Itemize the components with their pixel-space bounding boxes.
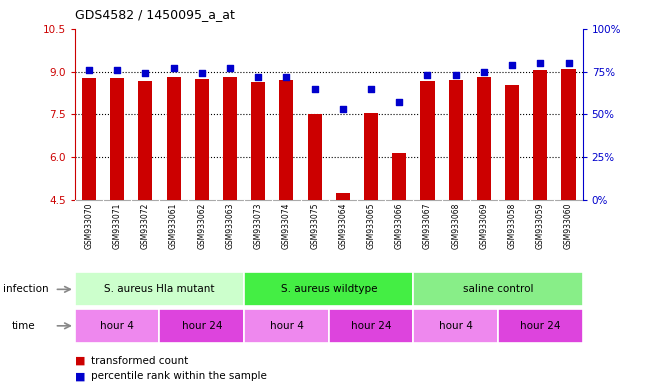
Bar: [279, 80, 294, 200]
Text: hour 24: hour 24: [182, 321, 222, 331]
Point: [84, 67, 94, 73]
Text: hour 24: hour 24: [351, 321, 391, 331]
Text: GSM933067: GSM933067: [423, 202, 432, 249]
Point: [169, 65, 179, 71]
Text: hour 4: hour 4: [270, 321, 303, 331]
Text: S. aureus wildtype: S. aureus wildtype: [281, 284, 377, 295]
Bar: [364, 113, 378, 200]
Text: transformed count: transformed count: [91, 356, 188, 366]
Point: [478, 68, 489, 74]
Text: GSM933070: GSM933070: [85, 202, 94, 249]
Bar: [561, 69, 575, 200]
Bar: [421, 81, 435, 200]
Text: GSM933074: GSM933074: [282, 202, 291, 249]
Bar: [223, 77, 237, 200]
Point: [112, 67, 122, 73]
Bar: [159, 309, 244, 343]
Point: [197, 70, 207, 76]
Text: GSM933073: GSM933073: [254, 202, 263, 249]
Bar: [195, 79, 209, 200]
Point: [253, 74, 264, 80]
Text: GSM933069: GSM933069: [479, 202, 488, 249]
Text: GDS4582 / 1450095_a_at: GDS4582 / 1450095_a_at: [75, 8, 235, 21]
Text: saline control: saline control: [463, 284, 533, 295]
Text: GSM933071: GSM933071: [113, 202, 122, 249]
Text: GSM933064: GSM933064: [339, 202, 348, 249]
Point: [366, 86, 376, 92]
Bar: [477, 77, 491, 200]
Text: GSM933063: GSM933063: [225, 202, 234, 249]
Bar: [307, 114, 322, 200]
Point: [563, 60, 574, 66]
Text: GSM933060: GSM933060: [564, 202, 573, 249]
Text: GSM933072: GSM933072: [141, 202, 150, 249]
Bar: [336, 192, 350, 200]
Point: [309, 86, 320, 92]
Point: [225, 65, 235, 71]
Bar: [413, 309, 498, 343]
Bar: [533, 70, 547, 200]
Point: [338, 106, 348, 112]
Point: [140, 70, 150, 76]
Point: [450, 72, 461, 78]
Text: GSM933059: GSM933059: [536, 202, 545, 249]
Bar: [75, 309, 159, 343]
Point: [507, 61, 518, 68]
Point: [422, 72, 433, 78]
Bar: [75, 272, 244, 306]
Text: GSM933061: GSM933061: [169, 202, 178, 249]
Text: ■: ■: [75, 356, 85, 366]
Text: hour 4: hour 4: [439, 321, 473, 331]
Bar: [505, 84, 519, 200]
Bar: [329, 309, 413, 343]
Bar: [110, 78, 124, 200]
Bar: [392, 153, 406, 200]
Text: hour 24: hour 24: [520, 321, 561, 331]
Text: GSM933075: GSM933075: [310, 202, 319, 249]
Bar: [251, 82, 266, 200]
Text: GSM933058: GSM933058: [508, 202, 517, 249]
Text: GSM933062: GSM933062: [197, 202, 206, 249]
Bar: [449, 80, 463, 200]
Bar: [167, 77, 181, 200]
Text: hour 4: hour 4: [100, 321, 134, 331]
Point: [394, 99, 404, 105]
Point: [535, 60, 546, 66]
Bar: [413, 272, 583, 306]
Text: GSM933065: GSM933065: [367, 202, 376, 249]
Text: GSM933068: GSM933068: [451, 202, 460, 249]
Bar: [244, 272, 413, 306]
Text: GSM933066: GSM933066: [395, 202, 404, 249]
Bar: [82, 78, 96, 200]
Text: ■: ■: [75, 371, 85, 381]
Text: time: time: [12, 321, 35, 331]
Bar: [498, 309, 583, 343]
Bar: [244, 309, 329, 343]
Point: [281, 74, 292, 80]
Text: percentile rank within the sample: percentile rank within the sample: [91, 371, 267, 381]
Bar: [139, 81, 152, 200]
Text: S. aureus Hla mutant: S. aureus Hla mutant: [104, 284, 215, 295]
Text: infection: infection: [3, 284, 49, 294]
